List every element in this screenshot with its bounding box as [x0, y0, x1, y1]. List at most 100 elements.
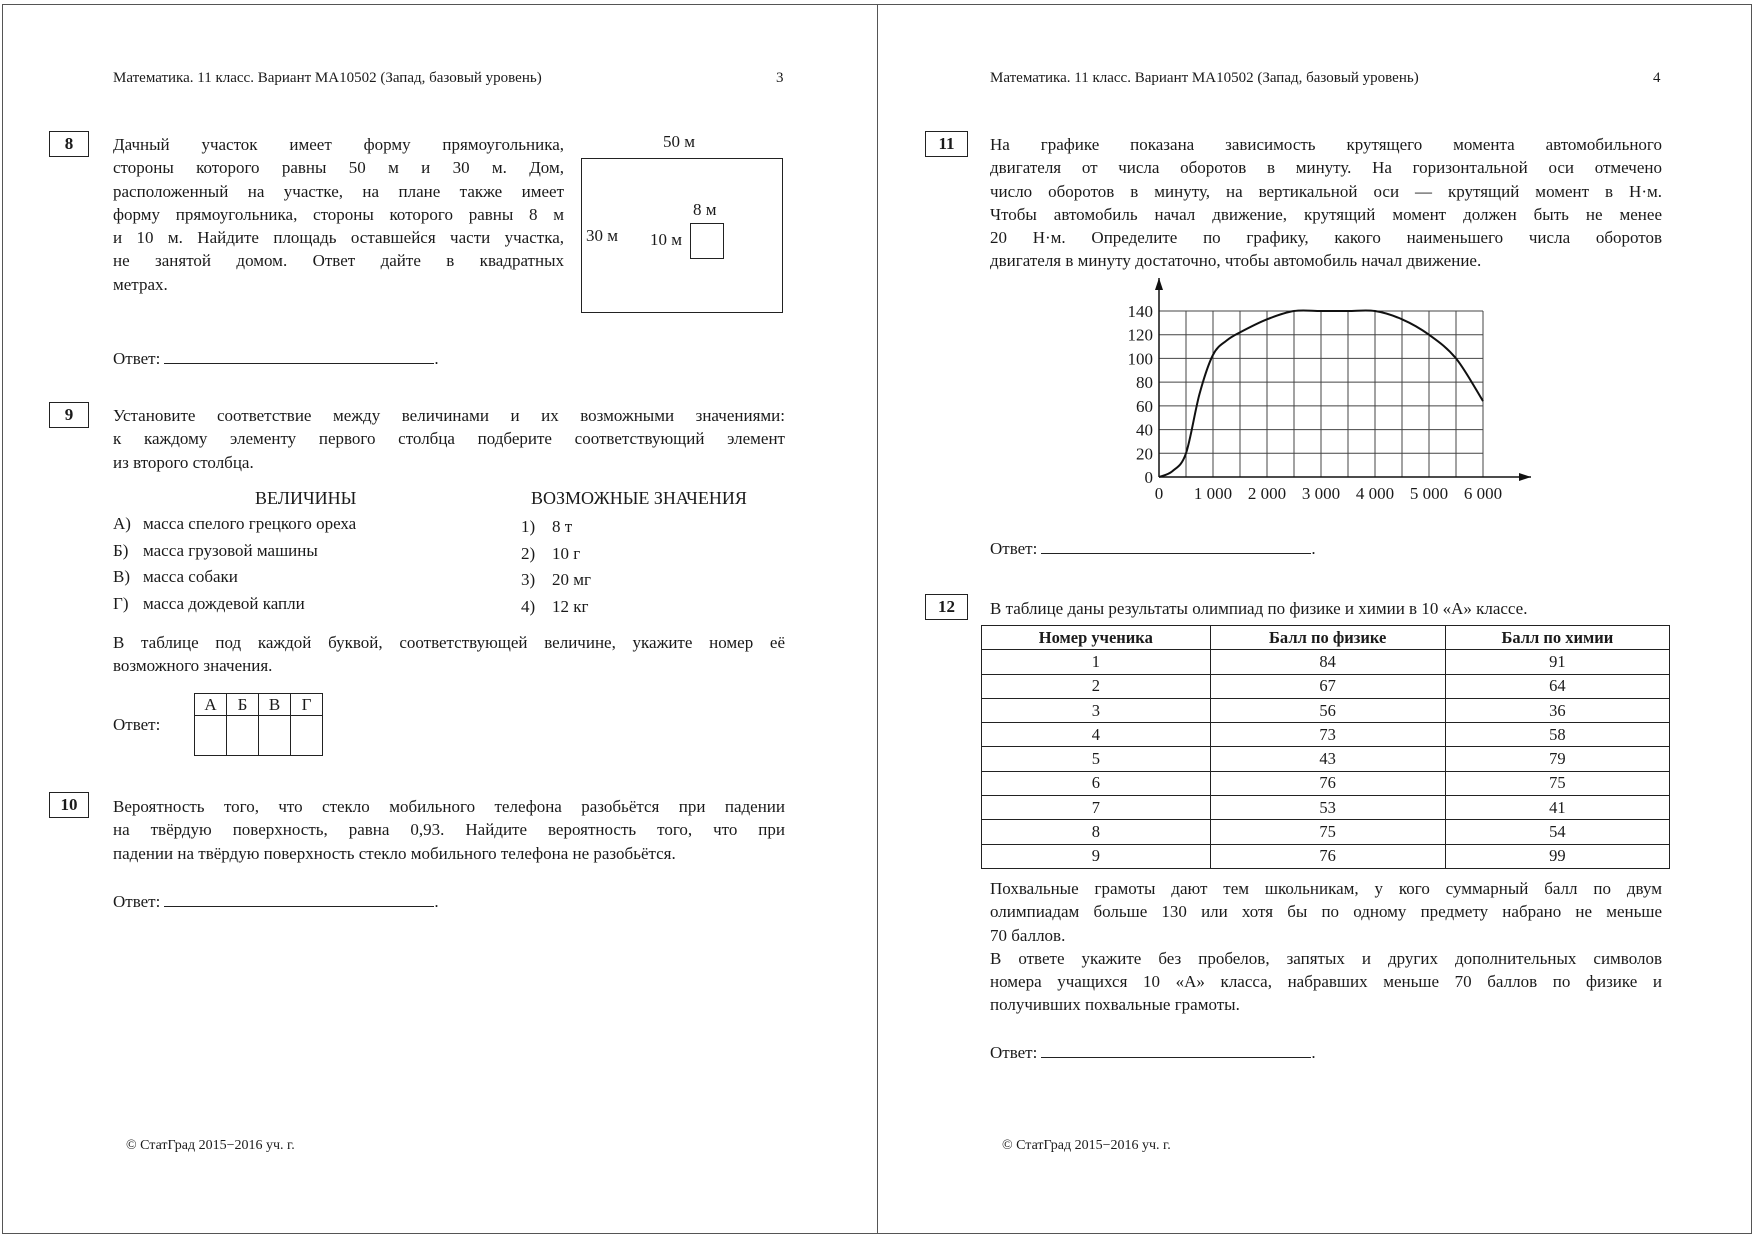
page-header: Математика. 11 класс. Вариант МА10502 (З… [990, 70, 1419, 86]
text-line: Чтобы автомобиль начал движение, крутящи… [990, 204, 1662, 224]
answer-9-label: Ответ: [113, 715, 161, 734]
answer-label: Ответ: [113, 349, 161, 368]
value-key: 2) [521, 544, 536, 563]
table-row: 7 53 41 [981, 795, 1671, 821]
answer-label: Ответ: [113, 892, 161, 911]
y-axis-arrow [1155, 278, 1163, 290]
question-number-11: 11 [925, 131, 968, 157]
answer-letter: В [258, 693, 291, 716]
answer-cell[interactable] [194, 715, 227, 756]
answer-cell[interactable] [258, 715, 291, 756]
table-cell: 2 [981, 673, 1211, 699]
column-header: Балл по физике [1209, 624, 1446, 651]
text-line: 70 баллов. [990, 925, 1066, 945]
table-cell: 43 [1209, 746, 1446, 772]
quantity-text: масса спелого грецкого ореха [143, 514, 357, 533]
question-8-text: Дачный участок имеет форму прямоугольник… [113, 133, 564, 296]
table-cell: 54 [1444, 819, 1671, 845]
text-line: Похвальные грамоты дают тем школьникам, … [990, 879, 1662, 898]
quantity-text: масса грузовой машины [143, 541, 318, 560]
y-tick-label: 100 [1128, 349, 1154, 368]
question-10-text: Вероятность того, что стекло мобильного … [113, 795, 785, 865]
table-row: 5 43 79 [981, 746, 1671, 772]
table-row: 9 76 99 [981, 843, 1671, 869]
text-line: на твёрдую поверхность, равна 0,93. Найд… [113, 820, 785, 840]
value-text: 12 кг [552, 597, 589, 616]
text-line: число оборотов в минуту, на вертикальной… [990, 181, 1662, 201]
text-line: олимпиадам больше 130 или хотя бы по одн… [990, 902, 1662, 922]
quantity-text: масса собаки [143, 567, 238, 586]
text-line: получивших похвальные грамоты. [990, 995, 1240, 1015]
x-tick-label: 2 000 [1248, 484, 1286, 503]
x-tick-label: 1 000 [1194, 484, 1232, 503]
text-line: форму прямоугольника, стороны которого р… [113, 204, 564, 224]
text-line: не занятой домом. Ответ дайте в квадратн… [113, 251, 564, 271]
table-row: 2 67 64 [981, 673, 1671, 699]
quantity-key: А) [113, 514, 131, 533]
table-cell: 6 [981, 770, 1211, 797]
text-line: к каждому элементу первого столбца подбе… [113, 429, 785, 449]
answer-cell[interactable] [290, 715, 323, 756]
text-line: 20 Н·м. Определите по графику, какого на… [990, 228, 1662, 248]
table-cell: 76 [1209, 843, 1446, 869]
answer-10: Ответ:. [113, 890, 439, 911]
plot-height-label: 30 м [586, 226, 619, 245]
answer-letter: А [194, 693, 227, 716]
text-line: двигателя от числа оборотов в минуту. На… [990, 158, 1662, 178]
text-line: Установите соответствие между величинами… [113, 406, 785, 425]
plot-width-label: 50 м [663, 132, 696, 151]
value-key: 4) [521, 597, 536, 616]
text-line: В таблице под каждой буквой, соответству… [113, 633, 785, 652]
text-line: номера учащихся 10 «А» класса, набравших… [990, 972, 1662, 992]
table-cell: 91 [1444, 649, 1671, 675]
table-cell: 53 [1209, 795, 1446, 821]
page-footer: © СтатГрад 2015−2016 уч. г. [126, 1138, 295, 1153]
page-header: Математика. 11 класс. Вариант МА10502 (З… [113, 70, 542, 86]
torque-curve [1158, 309, 1484, 478]
answer-12-field[interactable] [1041, 1041, 1312, 1058]
value-text: 8 т [552, 517, 573, 536]
right-page [877, 4, 1752, 1234]
question-12-intro: В таблице даны результаты олимпиад по фи… [990, 599, 1528, 618]
answer-10-field[interactable] [164, 890, 435, 907]
table-cell: 73 [1209, 722, 1446, 748]
house-rect [690, 223, 724, 259]
value-text: 20 мг [552, 570, 591, 589]
value-key: 3) [521, 570, 536, 589]
answer-11-field[interactable] [1041, 537, 1312, 554]
column-header: Номер ученика [981, 624, 1211, 651]
table-row: 6 76 75 [981, 770, 1671, 797]
text-line: падении на твёрдую поверхность стекло мо… [113, 843, 676, 863]
x-tick-label: 4 000 [1356, 484, 1394, 503]
value-key: 1) [521, 517, 536, 536]
table-cell: 3 [981, 697, 1211, 724]
answer-label: Ответ: [990, 539, 1038, 558]
quantity-key: В) [113, 567, 130, 586]
y-tick-label: 40 [1136, 421, 1153, 440]
results-table: Номер ученика Балл по физике Балл по химии… [981, 624, 1671, 869]
table-cell: 75 [1444, 770, 1671, 797]
x-tick-label: 5 000 [1410, 484, 1448, 503]
text-line: На графике показана зависимость крутящег… [990, 135, 1662, 154]
x-axis-arrow [1519, 473, 1531, 481]
page-number: 3 [776, 70, 784, 86]
text-line: возможного значения. [113, 656, 273, 676]
question-number-9: 9 [49, 402, 89, 428]
table-row: 1 84 91 [981, 649, 1671, 675]
answer-cell[interactable] [226, 715, 259, 756]
house-height-label: 10 м [650, 230, 683, 249]
answer-8-field[interactable] [164, 347, 435, 364]
table-cell: 9 [981, 843, 1211, 869]
text-line: из второго столбца. [113, 452, 254, 472]
table-cell: 64 [1444, 673, 1671, 699]
question-number-10: 10 [49, 792, 89, 818]
quantity-key: Г) [113, 594, 129, 613]
question-9-instruction: В таблице под каждой буквой, соответству… [113, 631, 785, 678]
x-tick-label: 0 [1155, 484, 1164, 503]
y-tick-label: 20 [1136, 444, 1153, 463]
y-tick-label: 0 [1145, 468, 1154, 487]
question-11-text: На графике показана зависимость крутящег… [990, 133, 1662, 273]
page-number: 4 [1653, 70, 1661, 86]
y-tick-label: 140 [1128, 302, 1154, 321]
text-line: и 10 м. Найдите площадь оставшейся части… [113, 228, 564, 248]
